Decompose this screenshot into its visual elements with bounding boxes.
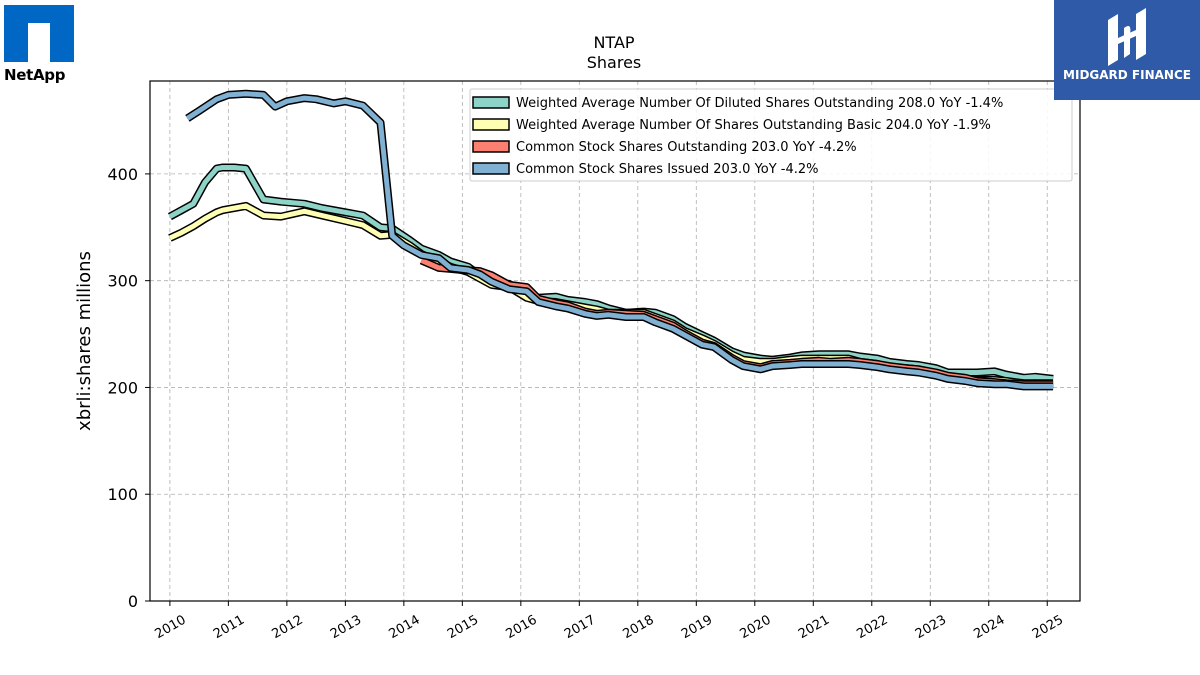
x-tick-label: 2023 xyxy=(913,613,949,643)
legend-label: Weighted Average Number Of Diluted Share… xyxy=(516,96,1003,111)
legend-label: Common Stock Shares Outstanding 203.0 Yo… xyxy=(516,140,857,155)
x-tick-label: 2021 xyxy=(796,613,832,643)
x-tick-label: 2011 xyxy=(211,613,247,643)
legend-label: Common Stock Shares Issued 203.0 YoY -4.… xyxy=(516,162,819,177)
x-tick-label: 2019 xyxy=(679,613,715,643)
netapp-logo-text: NetApp xyxy=(4,66,66,84)
x-tick-label: 2024 xyxy=(971,613,1007,643)
midgard-logo-text: MIDGARD FINANCE xyxy=(1063,68,1191,82)
series-line xyxy=(186,91,1054,389)
x-tick-label: 2013 xyxy=(328,613,364,643)
legend-swatch xyxy=(472,162,510,175)
series-outline xyxy=(168,201,1054,388)
y-tick-label: 0 xyxy=(128,592,138,611)
legend-label: Weighted Average Number Of Shares Outsta… xyxy=(516,118,991,133)
chart-title: NTAP xyxy=(593,33,634,52)
midgard-finance-logo: MIDGARD FINANCE xyxy=(1054,0,1200,100)
series-lines xyxy=(167,89,1054,391)
legend-swatch xyxy=(472,140,510,153)
legend-swatch xyxy=(472,96,510,109)
x-tick-label: 2010 xyxy=(153,613,189,643)
series-line xyxy=(168,203,1054,386)
x-tick-label: 2012 xyxy=(270,613,306,643)
chart-subtitle: Shares xyxy=(587,53,642,72)
x-tick-label: 2014 xyxy=(387,613,423,643)
netapp-logo-mark xyxy=(4,5,74,62)
y-tick-label: 400 xyxy=(107,165,138,184)
legend-swatch xyxy=(472,118,510,131)
series-line xyxy=(168,165,1054,382)
x-tick-label: 2018 xyxy=(620,613,656,643)
x-tick-label: 2020 xyxy=(737,613,773,643)
y-tick-label: 100 xyxy=(107,485,138,504)
midgard-emblem-icon xyxy=(1108,8,1146,66)
x-tick-label: 2022 xyxy=(854,613,890,643)
x-tick-label: 2017 xyxy=(562,613,598,643)
netapp-logo: NetApp xyxy=(4,5,84,93)
plot-frame xyxy=(149,80,1081,602)
x-tick-label: 2016 xyxy=(504,613,540,643)
y-tick-label: 300 xyxy=(107,272,138,291)
y-axis-label: xbrli:shares millions xyxy=(74,251,95,431)
x-tick-label: 2025 xyxy=(1030,613,1066,643)
x-tick-label: 2015 xyxy=(445,613,481,643)
legend: Weighted Average Number Of Diluted Share… xyxy=(469,88,1073,182)
series-outline xyxy=(167,163,1054,383)
y-tick-label: 200 xyxy=(107,378,138,397)
legend-box xyxy=(469,88,1073,182)
